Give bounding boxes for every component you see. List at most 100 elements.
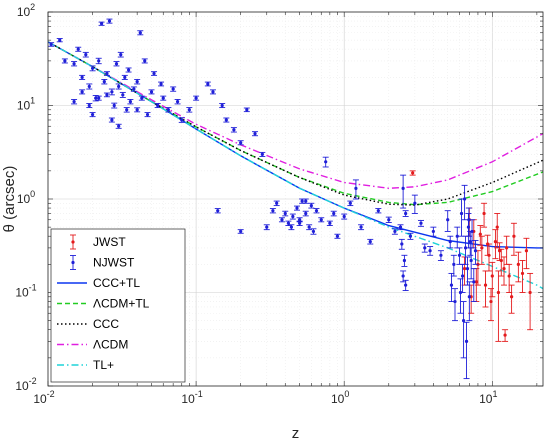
- data-point: [398, 225, 403, 229]
- njwst-point: [430, 226, 437, 237]
- data-point: [206, 82, 210, 86]
- njwst-point: [282, 210, 289, 217]
- njwst-point: [86, 103, 93, 109]
- data-point: [462, 267, 467, 271]
- njwst-point: [308, 202, 315, 209]
- data-point: [159, 82, 163, 86]
- jwst-point: [508, 284, 515, 314]
- njwst-point: [214, 208, 221, 214]
- njwst-point: [165, 107, 172, 113]
- jwst-point: [498, 248, 505, 277]
- njwst-point: [121, 74, 128, 80]
- data-point: [404, 283, 408, 287]
- njwst-point: [125, 67, 132, 73]
- njwst-point: [402, 210, 409, 217]
- njwst-point: [113, 61, 120, 67]
- data-point: [461, 319, 466, 323]
- njwst-point: [98, 21, 105, 26]
- data-point: [512, 234, 516, 238]
- njwst-point: [115, 123, 122, 129]
- data-point: [359, 225, 363, 229]
- data-point: [102, 80, 106, 84]
- jwst-point: [515, 251, 522, 283]
- njwst-point: [289, 213, 296, 220]
- data-point: [449, 283, 454, 287]
- data-point: [401, 274, 405, 278]
- njwst-point: [79, 74, 86, 80]
- njwst-point: [101, 78, 108, 85]
- njwst-point: [108, 117, 115, 123]
- y-tick-label: 100: [17, 189, 35, 206]
- njwst-point: [86, 83, 93, 90]
- data-point: [304, 211, 308, 216]
- njwst-point: [71, 99, 78, 105]
- data-point: [480, 246, 484, 250]
- data-point: [482, 211, 486, 216]
- njwst-point: [117, 51, 124, 58]
- data-point: [232, 128, 236, 132]
- njwst-point: [95, 57, 102, 65]
- data-point: [400, 242, 404, 246]
- njwst-point: [456, 247, 463, 265]
- data-point: [460, 274, 465, 278]
- njwst-point: [89, 65, 96, 72]
- y-tick-label: 102: [17, 2, 35, 19]
- data-point: [448, 240, 452, 244]
- data-point: [280, 218, 284, 222]
- data-point: [161, 96, 165, 100]
- njwst-point: [148, 89, 155, 95]
- data-point: [63, 59, 67, 63]
- data-point: [175, 100, 180, 104]
- njwst-point: [302, 198, 309, 204]
- data-point: [474, 280, 478, 284]
- data-point: [187, 108, 191, 112]
- njwst-point: [219, 103, 226, 109]
- njwst-point: [144, 112, 151, 118]
- njwst-point: [127, 99, 134, 105]
- x-axis-label: z: [292, 425, 300, 442]
- legend-marker-dot: [71, 240, 75, 244]
- data-point: [446, 218, 450, 222]
- data-point: [328, 221, 332, 225]
- njwst-point: [318, 217, 325, 223]
- data-point: [72, 62, 76, 66]
- njwst-point: [115, 83, 122, 90]
- njwst-point: [103, 92, 110, 98]
- data-point: [439, 253, 443, 257]
- njwst-point: [448, 272, 455, 303]
- data-point: [408, 234, 413, 238]
- njwst-point: [71, 61, 78, 67]
- njwst-point: [174, 99, 181, 105]
- njwst-point: [330, 210, 337, 217]
- data-point: [495, 225, 499, 229]
- data-point: [455, 234, 459, 238]
- njwst-point: [463, 321, 470, 380]
- njwst-point: [278, 217, 285, 223]
- njwst-point: [461, 184, 468, 221]
- njwst-point: [465, 207, 472, 237]
- data-point: [387, 218, 391, 222]
- data-point: [110, 118, 114, 122]
- data-point: [493, 240, 498, 244]
- njwst-point: [237, 229, 244, 234]
- njwst-point: [56, 38, 63, 43]
- data-point: [156, 103, 160, 108]
- data-point: [97, 59, 101, 63]
- jwst-point: [510, 222, 517, 256]
- data-point: [220, 103, 224, 108]
- data-point: [117, 84, 121, 89]
- njwst-point: [385, 216, 392, 223]
- jwst-point: [519, 260, 526, 293]
- njwst-point: [334, 233, 341, 239]
- data-point: [132, 87, 136, 91]
- data-point: [393, 229, 397, 234]
- legend-label: JWST: [93, 235, 126, 249]
- data-point: [472, 280, 476, 284]
- data-point: [239, 229, 243, 234]
- data-point: [489, 299, 493, 304]
- njwst-point: [259, 151, 266, 157]
- data-point: [368, 240, 372, 244]
- njwst-point: [137, 30, 144, 36]
- data-point: [260, 152, 264, 156]
- jwst-point: [477, 225, 484, 246]
